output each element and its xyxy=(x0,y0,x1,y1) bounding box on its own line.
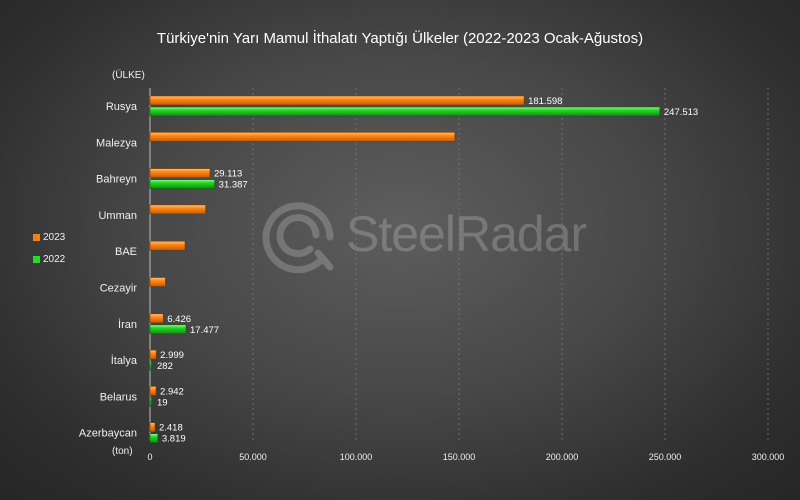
category-label: Cezayir xyxy=(100,283,138,295)
x-tick-label: 200.000 xyxy=(546,452,579,462)
steelradar-watermark: SteelRadar xyxy=(260,195,587,273)
category-label: İtalya xyxy=(111,354,138,367)
bar-2022 xyxy=(149,360,152,371)
bar-2022 xyxy=(149,324,187,335)
bar-2023 xyxy=(149,422,156,433)
data-label-2022: 282 xyxy=(157,361,173,372)
steelradar-logo-icon xyxy=(262,202,334,273)
legend-item-2022: 2022 xyxy=(33,248,65,270)
chart-legend: 2023 2022 xyxy=(33,226,65,270)
data-label-2023: 6.426 xyxy=(167,314,191,325)
x-tick-label: 100.000 xyxy=(340,452,373,462)
watermark-text: SteelRadar xyxy=(346,206,587,262)
category-label: Azerbaycan xyxy=(79,428,137,440)
bar-2022 xyxy=(149,179,215,189)
bar-2023 xyxy=(149,313,164,324)
data-label-2022: 17.477 xyxy=(190,325,219,336)
data-label-2022: 3.819 xyxy=(162,434,186,445)
x-tick-label: 0 xyxy=(147,452,152,462)
bar-2023 xyxy=(149,132,456,142)
x-axis-label: (ton) xyxy=(112,446,133,457)
bar-2022 xyxy=(149,397,152,407)
legend-swatch-2023 xyxy=(33,233,40,241)
x-tick-label: 250.000 xyxy=(649,452,682,462)
bar-2022 xyxy=(149,433,159,444)
category-label: Rusya xyxy=(106,101,138,113)
bar-2023 xyxy=(149,349,157,360)
legend-label-2022: 2022 xyxy=(43,253,66,265)
x-tick-label: 50.000 xyxy=(239,452,267,462)
category-label: Belarus xyxy=(100,391,138,403)
bar-2022 xyxy=(149,106,661,117)
legend-swatch-2022 xyxy=(33,255,40,263)
data-label-2022: 247.513 xyxy=(664,107,698,118)
data-label-2023: 181.598 xyxy=(528,96,562,107)
chart-title: Türkiye'nin Yarı Mamul İthalatı Yaptığı … xyxy=(156,30,644,47)
data-label-2023: 2.418 xyxy=(159,423,183,434)
category-label: Bahreyn xyxy=(96,174,137,186)
data-label-2023: 29.113 xyxy=(214,169,242,180)
bar-2023 xyxy=(149,240,186,251)
category-label: Malezya xyxy=(96,137,138,149)
data-label-2023: 2.999 xyxy=(160,350,184,361)
y-axis-label: (ÜLKE) xyxy=(112,70,145,81)
x-tick-label: 300.000 xyxy=(752,452,785,462)
category-label: BAE xyxy=(115,246,137,258)
bar-2023 xyxy=(149,95,525,106)
data-label-2022: 19 xyxy=(157,397,168,408)
bar-2023 xyxy=(149,277,166,287)
bar-2023 xyxy=(149,168,211,178)
bar-2023 xyxy=(149,204,206,215)
category-label: Umman xyxy=(98,210,137,222)
data-label-2023: 2.942 xyxy=(160,386,184,397)
legend-label-2023: 2023 xyxy=(43,231,66,243)
category-label: İran xyxy=(118,318,137,331)
x-tick-label: 150.000 xyxy=(443,452,476,462)
data-label-2022: 31.387 xyxy=(219,180,248,191)
bar-2023 xyxy=(149,386,157,396)
legend-item-2023: 2023 xyxy=(33,226,65,248)
